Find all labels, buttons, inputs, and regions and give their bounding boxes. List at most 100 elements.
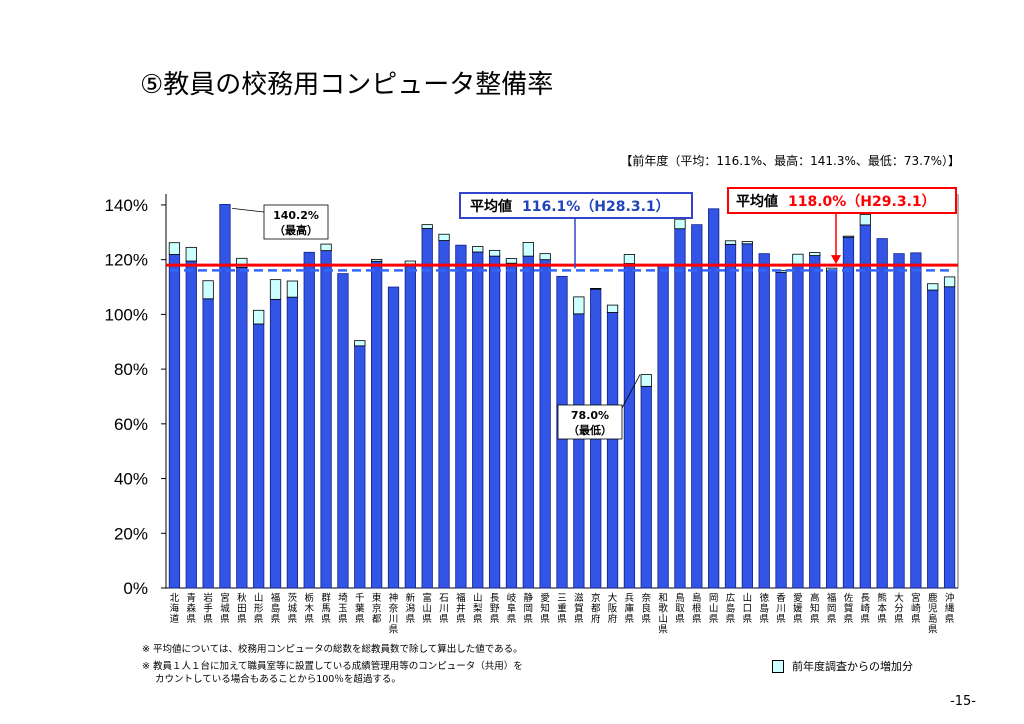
bar-increase-34 — [724, 240, 737, 245]
y-tick-label: 140% — [105, 196, 148, 215]
x-axis-labels: 北海道青森県岩手県宮城県秋田県山形県福島県茨城県栃木県群馬県埼玉県千葉県東京都神… — [170, 592, 955, 636]
bar-increase-21 — [505, 258, 518, 264]
bar-increase-25 — [573, 296, 585, 315]
bar-increase-16 — [421, 224, 433, 229]
bar-increase-8 — [286, 280, 299, 298]
bar-increase-5 — [236, 257, 248, 268]
bar-increase-23 — [539, 253, 551, 261]
bar-increase-12 — [354, 340, 366, 347]
average-current-arrowhead — [831, 255, 841, 265]
bar-40 — [825, 270, 838, 589]
min-pointer — [621, 374, 641, 409]
bar-44 — [893, 253, 905, 589]
average-current-box — [727, 187, 957, 214]
bar-39 — [809, 255, 821, 589]
bar-increase-15 — [404, 260, 416, 265]
x-tick-label: 宮崎県 — [911, 592, 921, 625]
x-tick-label: 長崎県 — [861, 593, 871, 625]
page-title: ⑤教員の校務用コンピュータ整備率 — [140, 70, 554, 100]
bar-increase-6 — [253, 309, 265, 325]
average-current-label: 平均値 118.0%（H29.3.1） — [736, 193, 936, 210]
x-tick-label: 岐阜県 — [507, 592, 517, 625]
x-tick-label: 埼玉県 — [338, 592, 348, 625]
previous-year-summary: 【前年度（平均：116.1%、最高：141.3%、最低：73.7%）】 — [620, 154, 960, 168]
x-tick-label: 北海道 — [170, 593, 180, 625]
x-tick-label: 奈良県 — [641, 592, 651, 625]
bar-increase-10 — [320, 243, 332, 252]
y-tick-label: 100% — [105, 305, 148, 324]
x-tick-label: 鳥取県 — [675, 592, 685, 625]
x-tick-label: 山梨県 — [473, 593, 483, 625]
x-tick-label: 徳島県 — [759, 592, 769, 625]
bar-increase-47 — [943, 276, 956, 288]
bar-increase-1 — [168, 242, 181, 255]
bar-9 — [303, 251, 315, 589]
x-tick-label: 熊本県 — [877, 592, 887, 625]
x-tick-label: 神奈川県 — [389, 592, 399, 636]
bar-23 — [539, 259, 551, 589]
x-tick-label: 岩手県 — [203, 592, 213, 625]
x-tick-label: 香川県 — [776, 593, 786, 625]
bar-8 — [286, 296, 299, 589]
x-tick-label: 滋賀県 — [574, 592, 584, 625]
bar-34 — [724, 243, 737, 589]
x-tick-label: 佐賀県 — [844, 592, 854, 625]
average-lines — [166, 263, 958, 272]
bar-increase-26 — [590, 287, 602, 290]
bar-32 — [691, 224, 703, 589]
bar-4 — [219, 203, 231, 589]
bar-20 — [488, 255, 501, 589]
y-tick-label: 120% — [105, 251, 148, 270]
legend-increase-swatch — [772, 659, 784, 673]
y-tick-label: 20% — [114, 524, 148, 543]
x-tick-label: 富山県 — [422, 592, 432, 625]
bar-15 — [404, 263, 416, 589]
x-tick-label: 福島県 — [271, 592, 281, 625]
footnote-average: ※ 平均値については、校務用コンピュータの総数を総教員数で除して算出した値である… — [142, 644, 523, 655]
x-tick-label: 長野県 — [490, 593, 500, 625]
bar-3 — [202, 298, 214, 589]
x-tick-label: 千葉県 — [355, 593, 365, 625]
bar-10 — [320, 250, 332, 589]
x-tick-label: 愛知県 — [540, 592, 550, 625]
x-tick-label: 高知県 — [810, 592, 820, 625]
min-value-label: 78.0% — [571, 409, 609, 422]
x-tick-label: 宮城県 — [220, 592, 230, 625]
bar-increase-22 — [522, 242, 534, 257]
x-tick-label: 栃木県 — [304, 592, 314, 625]
bar-7 — [269, 298, 282, 589]
bar-29 — [640, 385, 652, 589]
bar-increase-20 — [488, 249, 501, 257]
bar-5 — [236, 266, 248, 589]
x-tick-label: 山形県 — [254, 593, 264, 625]
bar-increase-17 — [438, 233, 450, 241]
x-tick-label: 三重県 — [557, 593, 567, 625]
bar-30 — [657, 264, 669, 589]
x-tick-label: 福井県 — [456, 592, 466, 625]
bar-increase-13 — [371, 258, 383, 262]
x-tick-label: 島根県 — [692, 592, 702, 625]
bar-37 — [775, 271, 787, 589]
x-tick-label: 新潟県 — [406, 592, 416, 625]
max-value-label: 140.2% — [273, 209, 319, 222]
y-tick-label: 40% — [114, 470, 148, 489]
bar-16 — [421, 228, 433, 589]
x-tick-label: 福岡県 — [827, 592, 837, 625]
annotations: 平均値 116.1%（H28.3.1） 平均値 118.0%（H29.3.1） 140.… — [232, 187, 957, 440]
bar-28 — [623, 263, 636, 589]
x-tick-label: 秋田県 — [237, 592, 247, 625]
y-tick-label: 80% — [114, 360, 148, 379]
y-axis: 0% 20% 40% 60% 80% 100% 120% 140% — [105, 194, 959, 598]
bar-1 — [168, 254, 181, 589]
footnote-over-100-cont: カウントしている場合もあることから100％を超過する。 — [155, 674, 401, 685]
x-tick-label: 大分県 — [894, 592, 904, 625]
bar-increase-19 — [472, 246, 484, 253]
bar-19 — [472, 251, 484, 589]
bar-13 — [371, 260, 383, 589]
bar-increase-3 — [202, 280, 214, 300]
x-tick-label: 大阪府 — [608, 592, 618, 625]
bar-43 — [876, 238, 888, 589]
bar-increase-41 — [842, 235, 855, 238]
legend: 前年度調査からの増加分 — [772, 658, 913, 674]
